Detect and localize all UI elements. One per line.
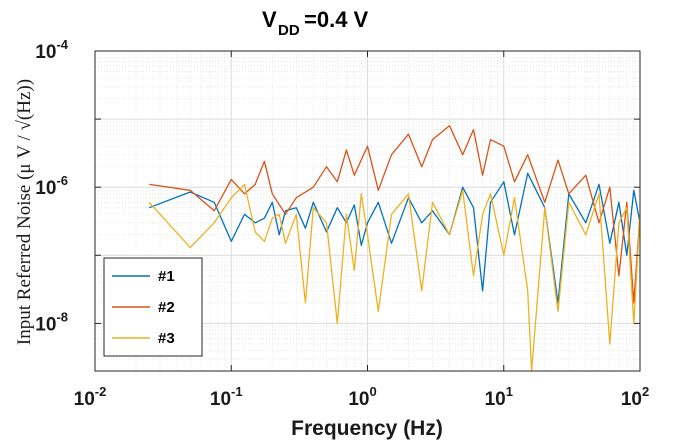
x-tick-label: 10-1 — [210, 384, 243, 410]
y-axis-label: Input Referred Noise (μ V / √(Hz)) — [14, 79, 35, 345]
y-tick-label: 10-6 — [35, 173, 68, 199]
title-subscript: DD — [278, 22, 300, 39]
legend: #1 #2 #3 — [103, 257, 203, 357]
x-tick-labels: 10-2 10-1 100 101 102 — [74, 384, 650, 410]
title-rest: =0.4 V — [304, 7, 369, 32]
x-tick-label: 100 — [348, 384, 376, 410]
legend-label-1: #1 — [158, 268, 175, 285]
legend-label-2: #2 — [158, 299, 175, 316]
chart-title: V DD =0.4 V — [262, 7, 369, 39]
y-tick-labels: 10-8 10-6 10-4 — [35, 37, 68, 335]
y-tick-label: 10-8 — [35, 309, 68, 335]
tick-marks — [94, 50, 641, 371]
series-layer — [148, 125, 640, 371]
series-line-1 — [148, 172, 640, 304]
series-line-3 — [148, 183, 640, 371]
legend-label-3: #3 — [158, 330, 175, 347]
y-tick-label: 10-4 — [35, 37, 68, 63]
x-tick-label: 10-2 — [74, 384, 107, 410]
x-tick-label: 101 — [485, 384, 513, 410]
x-tick-label: 102 — [621, 384, 649, 410]
title-base: V — [262, 7, 277, 32]
x-axis-label: Frequency (Hz) — [291, 417, 443, 440]
series-line-2 — [149, 125, 640, 304]
